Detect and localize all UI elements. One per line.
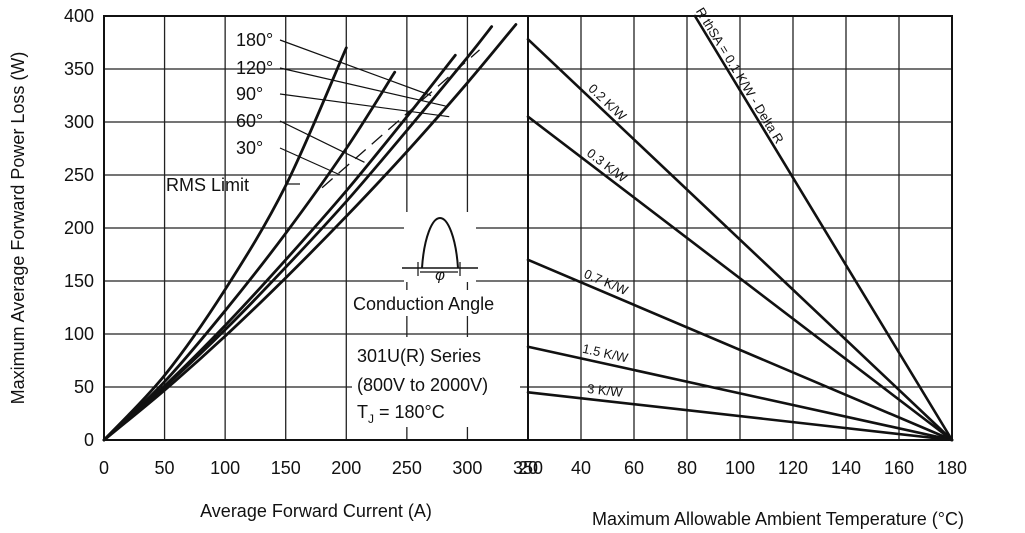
series-leader-line [279, 147, 341, 176]
rth-line [526, 38, 954, 442]
left-x-tick-label: 250 [392, 458, 422, 478]
y-tick-label: 200 [64, 218, 94, 238]
half-wave-shape [421, 216, 459, 269]
y-tick-label: 50 [74, 377, 94, 397]
right-x-tick-label: 20 [518, 458, 538, 478]
left-series-layer [102, 23, 518, 442]
y-tick-label: 250 [64, 165, 94, 185]
series-label: 90° [236, 84, 263, 104]
left-x-tick-label: 150 [271, 458, 301, 478]
rth-line [526, 258, 954, 442]
left-x-tick-label: 0 [99, 458, 109, 478]
series-label-layer: 180° 120° 90° 60° 30° [236, 30, 450, 176]
y-tick-label: 100 [64, 324, 94, 344]
y-tick-label: 0 [84, 430, 94, 450]
y-tick-label: 150 [64, 271, 94, 291]
series-label: 180° [236, 30, 273, 50]
right-x-tick-label: 80 [677, 458, 697, 478]
conduction-curve-30deg [102, 46, 348, 442]
conduction-angle-diagram: φ [402, 212, 478, 284]
rth-label-layer: R thSA = 0.1 K/W - Delta R0.2 K/W0.3 K/W… [581, 5, 787, 400]
voltage-range-label: (800V to 2000V) [357, 375, 488, 395]
series-leader-line [279, 67, 446, 107]
series-leader-line [279, 39, 432, 97]
conduction-angle-symbol: φ [435, 267, 445, 284]
rms-limit-label: RMS Limit [166, 175, 249, 195]
y-tick-label: 400 [64, 6, 94, 26]
left-x-tick-label: 100 [210, 458, 240, 478]
conduction-curve-60deg [102, 70, 397, 442]
right-x-tick-label: 100 [725, 458, 755, 478]
series-leader-line [279, 120, 365, 163]
rth-line [526, 115, 954, 442]
left-x-axis-label: Average Forward Current (A) [200, 501, 432, 521]
rms-limit-line [321, 49, 480, 189]
conduction-curve-90deg [102, 53, 457, 442]
rth-label: 0.2 K/W [585, 81, 629, 124]
right-x-tick-label: 180 [937, 458, 967, 478]
y-axis-label: Maximum Average Forward Power Loss (W) [8, 52, 28, 405]
right-x-tick-label: 160 [884, 458, 914, 478]
right-x-tick-label: 120 [778, 458, 808, 478]
y-tick-label: 350 [64, 59, 94, 79]
rth-label: 3 K/W [586, 381, 624, 400]
left-x-tick-label: 300 [452, 458, 482, 478]
conduction-angle-label: Conduction Angle [353, 294, 494, 314]
tick-label-layer: 0 50 100 150 200 250 300 350 400 0 50 100 150 200 250 3… [64, 6, 967, 478]
series-label: 60° [236, 111, 263, 131]
right-plot-frame [527, 15, 953, 441]
right-x-tick-label: 60 [624, 458, 644, 478]
left-x-tick-label: 50 [155, 458, 175, 478]
series-label: 30° [236, 138, 263, 158]
left-x-tick-label: 200 [331, 458, 361, 478]
rth-label: 1.5 K/W [581, 341, 630, 366]
series-label: 120° [236, 58, 273, 78]
conduction-curve-120deg [102, 23, 518, 442]
device-series-label: 301U(R) Series [357, 346, 481, 366]
rth-line [526, 345, 954, 442]
right-series-layer [526, 14, 954, 442]
y-tick-label: 300 [64, 112, 94, 132]
junction-temp-label: TJ = 180°C [357, 402, 445, 426]
rth-line [693, 14, 954, 442]
right-x-axis-label: Maximum Allowable Ambient Temperature (°… [592, 509, 964, 529]
series-leader-line [279, 93, 450, 118]
left-x-tick-label: 350 [513, 458, 543, 478]
right-x-tick-label: 140 [831, 458, 861, 478]
right-x-tick-label: 40 [571, 458, 591, 478]
rth-line [526, 390, 954, 442]
